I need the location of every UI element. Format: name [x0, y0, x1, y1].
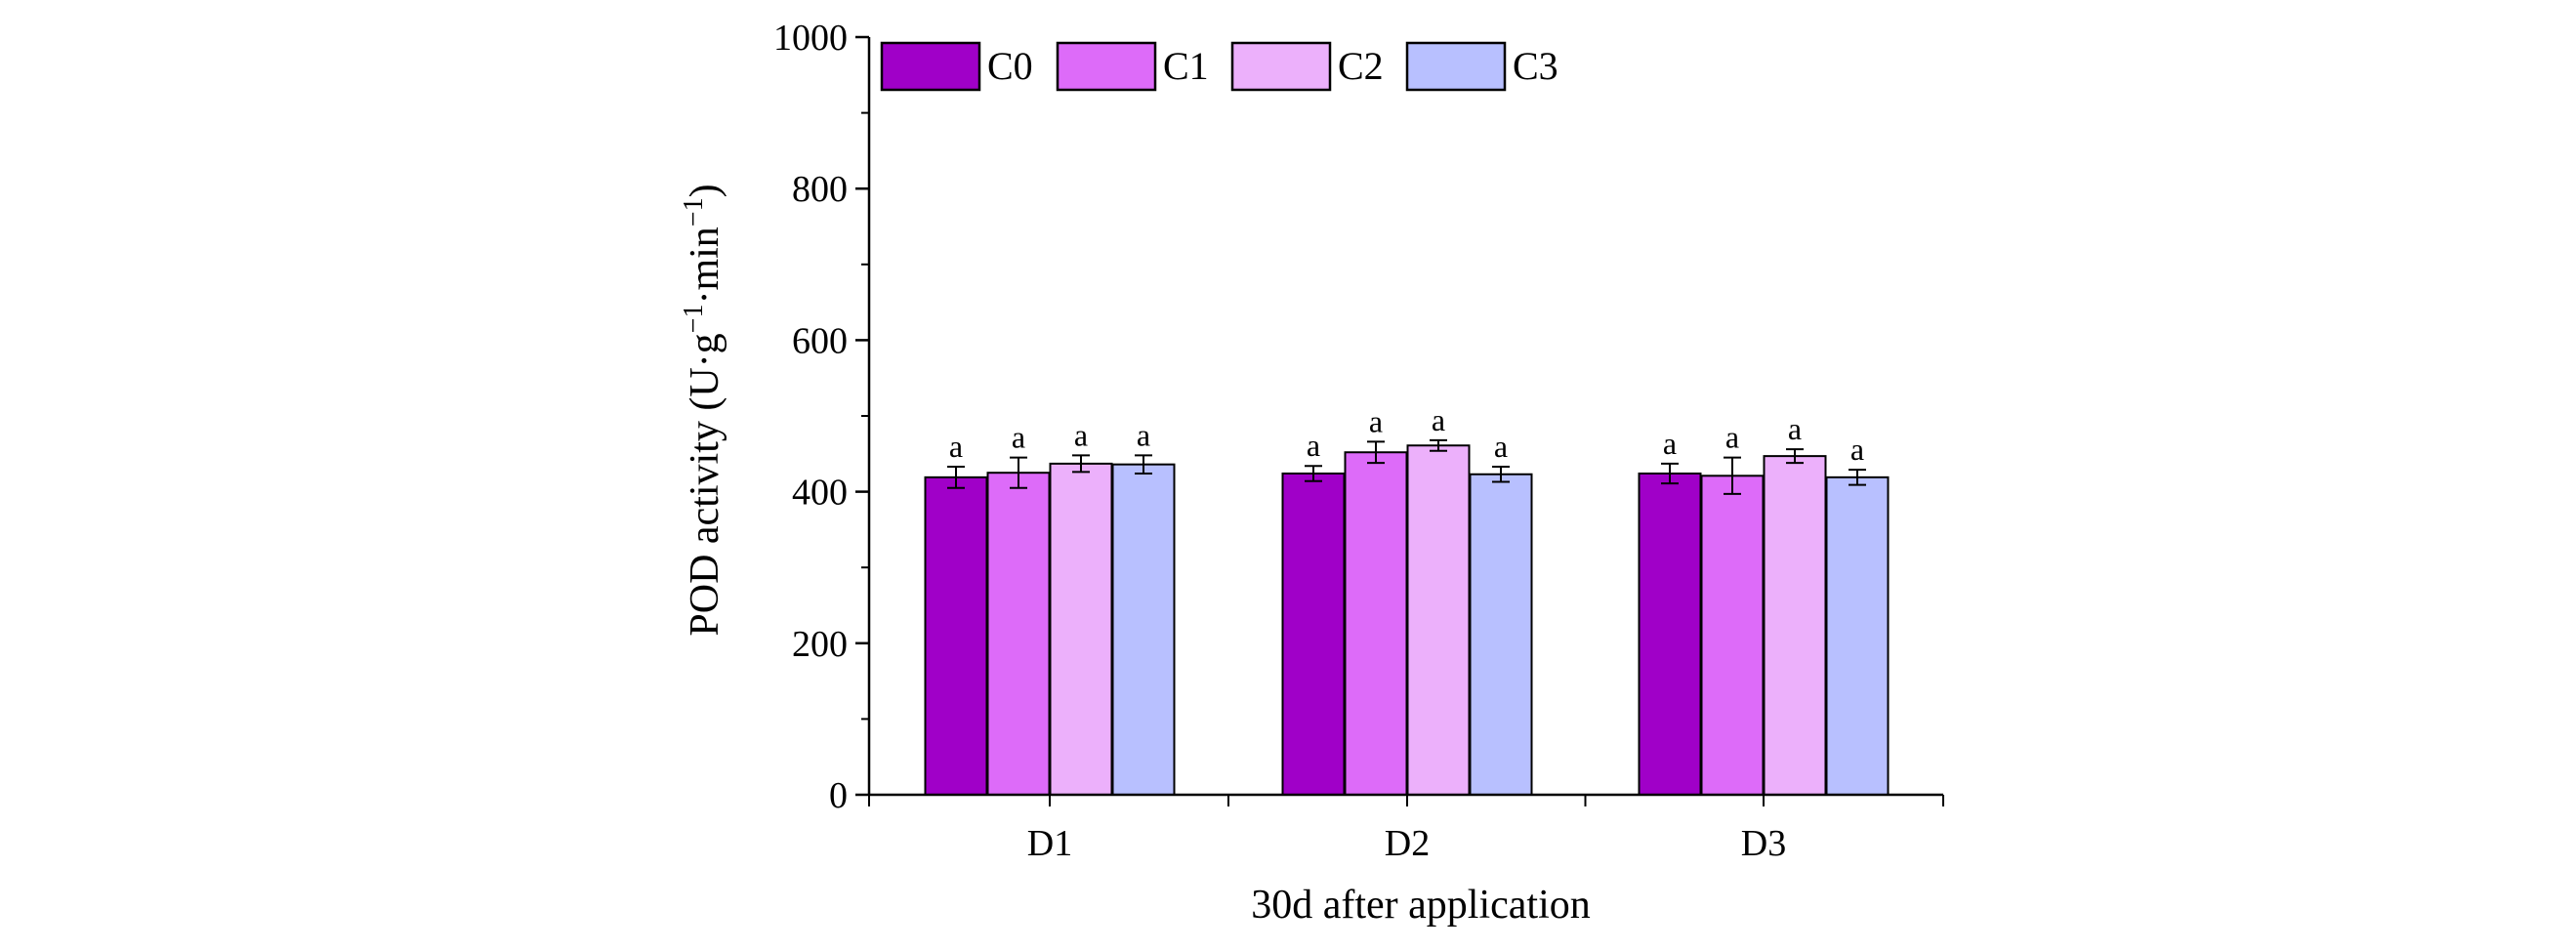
bar-D3-C1	[1700, 475, 1765, 796]
x-tick-label-D3: D3	[1741, 823, 1786, 864]
legend-label-C2: C2	[1338, 44, 1384, 88]
y-tick-label-400: 400	[792, 473, 848, 514]
bar-D2-C1	[1344, 451, 1408, 796]
y-axis-title-sup2: −1	[679, 197, 709, 227]
bar-D1-C3	[1111, 463, 1176, 796]
bar-D3-C0	[1638, 472, 1702, 796]
legend-swatch-C3	[1405, 41, 1507, 92]
y-axis-title-end: )	[683, 184, 727, 197]
significance-letter-D3-C3: a	[1850, 432, 1864, 467]
y-tick-label-1000: 1000	[773, 18, 848, 59]
bar-D1-C2	[1049, 462, 1113, 796]
y-tick-label-600: 600	[792, 320, 848, 361]
bar-D2-C3	[1469, 473, 1533, 796]
bar-D2-C2	[1406, 444, 1471, 796]
x-tick-label-D1: D1	[1027, 823, 1072, 864]
bar-D3-C3	[1825, 475, 1890, 796]
legend-label-C1: C1	[1163, 44, 1209, 88]
legend-swatch-C2	[1230, 41, 1332, 92]
significance-letter-D2-C3: a	[1494, 429, 1508, 464]
y-axis-title-sup1: −1	[679, 305, 709, 334]
y-axis-title-main: POD activity (U·g	[683, 333, 727, 636]
y-axis-title-mid: ·min	[683, 227, 727, 304]
legend-label-C3: C3	[1513, 44, 1558, 88]
y-tick-label-0: 0	[829, 775, 848, 816]
bar-D2-C0	[1281, 472, 1346, 796]
y-axis-title: POD activity (U·g−1·min−1)	[679, 184, 727, 636]
significance-letter-D2-C2: a	[1432, 402, 1445, 437]
significance-letter-D3-C2: a	[1788, 411, 1802, 446]
x-tick-label-D2: D2	[1385, 823, 1430, 864]
legend-swatch-C0	[880, 41, 981, 92]
significance-letter-D1-C0: a	[949, 429, 963, 464]
legend-label-C0: C0	[987, 44, 1033, 88]
x-axis-title: 30d after application	[1251, 883, 1591, 928]
bar-D3-C2	[1763, 455, 1827, 796]
significance-letter-D3-C0: a	[1663, 426, 1677, 461]
significance-letter-D2-C0: a	[1307, 428, 1320, 463]
legend-swatch-C1	[1056, 41, 1157, 92]
y-tick-label-200: 200	[792, 624, 848, 665]
bar-D1-C1	[986, 472, 1051, 796]
significance-letter-D1-C3: a	[1137, 417, 1150, 452]
significance-letter-D1-C1: a	[1012, 420, 1025, 455]
significance-letter-D2-C1: a	[1369, 403, 1383, 438]
y-tick-label-800: 800	[792, 169, 848, 210]
significance-letter-D1-C2: a	[1074, 417, 1088, 452]
bar-D1-C0	[924, 475, 988, 796]
significance-letter-D3-C1: a	[1725, 420, 1739, 455]
